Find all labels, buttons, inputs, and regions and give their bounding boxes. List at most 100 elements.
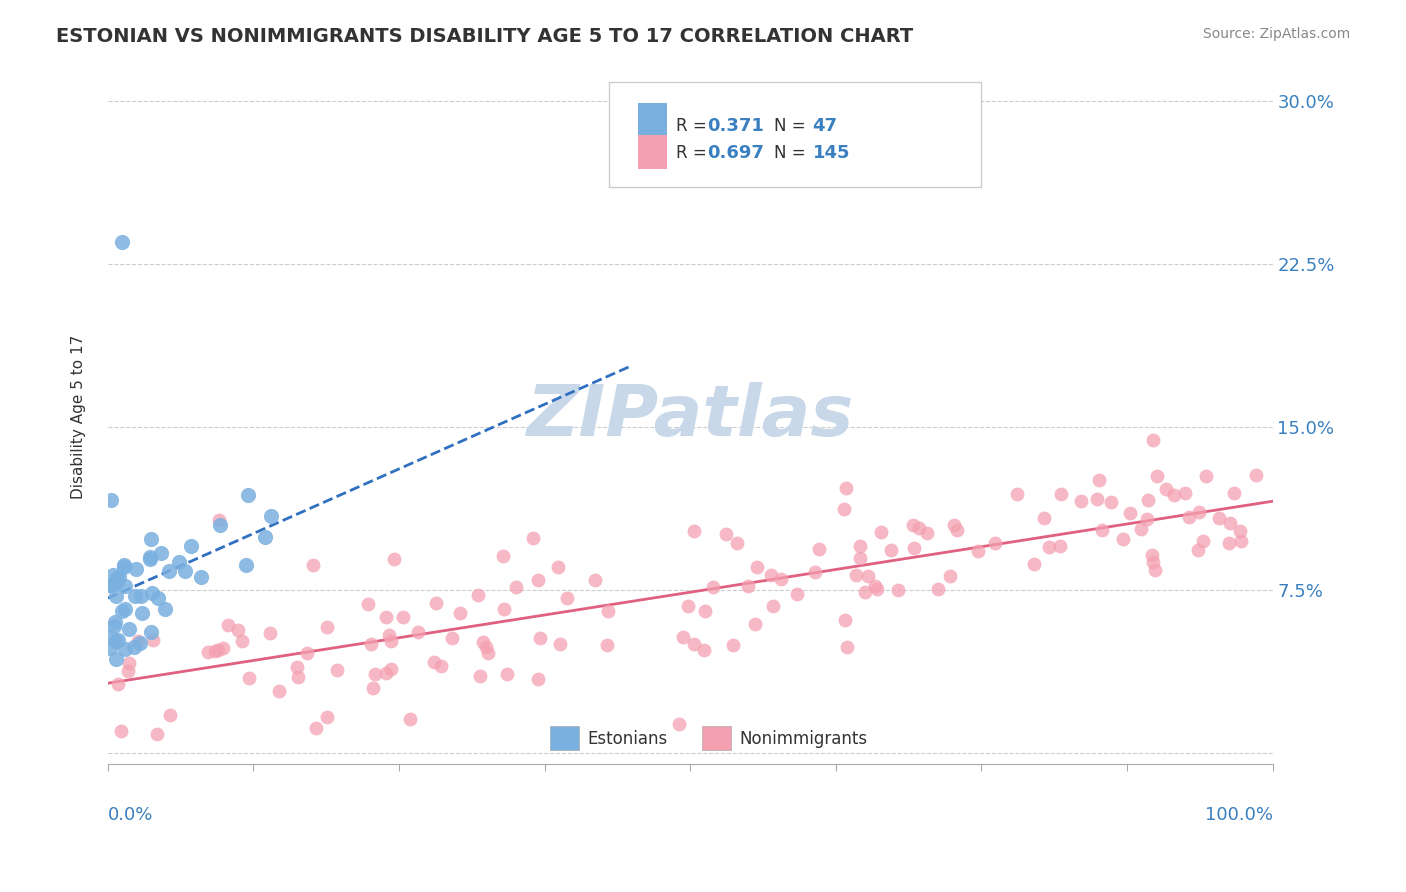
- Point: [495, 667, 517, 681]
- Point: [714, 526, 737, 541]
- Point: [845, 568, 868, 582]
- Point: [173, 564, 195, 578]
- Point: [260, 509, 283, 524]
- Point: [1088, 473, 1111, 487]
- Point: [375, 665, 398, 680]
- Point: [180, 540, 202, 554]
- Point: [870, 525, 893, 540]
- Point: [1070, 494, 1092, 508]
- Point: [235, 558, 257, 572]
- Point: [217, 617, 239, 632]
- Point: [1136, 512, 1159, 526]
- Text: Nonimmigrants: Nonimmigrants: [740, 730, 868, 747]
- Point: [1219, 516, 1241, 530]
- Point: [1222, 486, 1244, 500]
- Bar: [550, 726, 579, 750]
- Point: [125, 562, 148, 576]
- Point: [231, 634, 253, 648]
- Point: [927, 582, 949, 596]
- Point: [104, 633, 127, 648]
- Point: [364, 666, 387, 681]
- Point: [107, 677, 129, 691]
- Point: [547, 560, 569, 574]
- Point: [382, 552, 405, 566]
- Point: [1163, 488, 1185, 502]
- Point: [153, 601, 176, 615]
- Point: [494, 602, 516, 616]
- Point: [548, 637, 571, 651]
- Point: [430, 659, 453, 673]
- Point: [114, 579, 136, 593]
- Point: [505, 581, 527, 595]
- Point: [141, 586, 163, 600]
- Point: [100, 493, 122, 508]
- Point: [105, 571, 128, 585]
- Point: [903, 541, 925, 556]
- Point: [1208, 510, 1230, 524]
- Point: [139, 552, 162, 566]
- Point: [208, 513, 231, 527]
- Point: [1112, 532, 1135, 546]
- Point: [467, 589, 489, 603]
- Point: [449, 606, 471, 620]
- Point: [1142, 555, 1164, 569]
- Point: [360, 637, 382, 651]
- Point: [737, 579, 759, 593]
- Point: [529, 632, 551, 646]
- Point: [141, 532, 163, 546]
- Point: [101, 568, 124, 582]
- Point: [1146, 469, 1168, 483]
- Text: 145: 145: [813, 145, 851, 162]
- Point: [1085, 492, 1108, 507]
- Point: [762, 599, 785, 614]
- Point: [107, 633, 129, 648]
- Point: [832, 502, 855, 516]
- Point: [118, 656, 141, 670]
- Point: [139, 625, 162, 640]
- Point: [475, 640, 498, 654]
- Point: [834, 613, 856, 627]
- Point: [226, 623, 249, 637]
- Text: 47: 47: [813, 117, 838, 135]
- Point: [131, 606, 153, 620]
- Point: [683, 637, 706, 651]
- Point: [326, 663, 349, 677]
- Point: [124, 590, 146, 604]
- Point: [105, 575, 128, 590]
- Point: [380, 662, 402, 676]
- Point: [702, 580, 724, 594]
- Point: [316, 619, 339, 633]
- Point: [441, 631, 464, 645]
- Point: [204, 644, 226, 658]
- Point: [100, 578, 122, 592]
- Point: [112, 560, 135, 574]
- Text: Source: ZipAtlas.com: Source: ZipAtlas.com: [1202, 27, 1350, 41]
- Point: [849, 539, 872, 553]
- Point: [835, 640, 858, 655]
- Point: [683, 524, 706, 539]
- Point: [111, 604, 134, 618]
- Point: [1229, 524, 1251, 538]
- Point: [114, 641, 136, 656]
- Point: [942, 517, 965, 532]
- Point: [357, 597, 380, 611]
- Point: [423, 655, 446, 669]
- Point: [157, 564, 180, 578]
- Point: [747, 560, 769, 574]
- Point: [118, 623, 141, 637]
- Point: [1178, 510, 1201, 524]
- Point: [866, 582, 889, 596]
- Point: [1188, 505, 1211, 519]
- Point: [903, 518, 925, 533]
- Point: [128, 636, 150, 650]
- Point: [472, 634, 495, 648]
- Point: [391, 609, 413, 624]
- Point: [1174, 485, 1197, 500]
- Point: [169, 555, 191, 569]
- Point: [110, 723, 132, 738]
- Point: [159, 708, 181, 723]
- Text: 100.0%: 100.0%: [1205, 806, 1272, 824]
- Text: 0.697: 0.697: [707, 145, 765, 162]
- Text: R =: R =: [676, 117, 713, 135]
- Point: [259, 625, 281, 640]
